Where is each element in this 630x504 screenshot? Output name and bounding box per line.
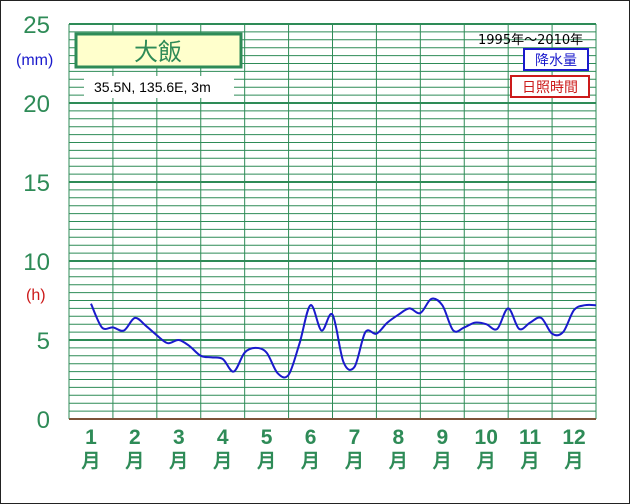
month-number-label: 10 [475,426,498,449]
legend-sunshine: 日照時間 [522,80,578,96]
month-suffix-label: 月 [432,450,452,472]
month-suffix-label: 月 [564,450,584,472]
month-number-label: 12 [562,426,585,449]
month-number-label: 2 [129,426,141,449]
month-suffix-label: 月 [344,450,364,472]
legend-precipitation-box [523,48,589,71]
coordinates: 35.5N, 135.6E, 3m [94,79,211,95]
month-number-label: 3 [173,426,185,449]
y-tick-label: 25 [23,12,50,39]
month-number-label: 4 [217,426,229,449]
month-suffix-label: 月 [80,450,100,472]
month-number-label: 1 [85,426,97,449]
month-number-label: 5 [261,426,273,449]
coords-bg [84,76,234,98]
legend-sunshine-box [510,75,590,98]
legend-precipitation: 降水量 [535,53,577,69]
grid [68,23,597,420]
y-tick-label: 0 [37,407,50,434]
month-number-label: 6 [305,426,317,449]
y-tick-label: 20 [23,91,50,118]
month-number-label: 8 [393,426,405,449]
month-suffix-label: 月 [388,450,408,472]
y-unit-sun: (h) [26,287,46,304]
station-name: 大飯 [134,38,182,66]
station-box [74,32,243,69]
month-suffix-label: 月 [476,450,496,472]
month-suffix-label: 月 [212,450,232,472]
precipitation-line [90,297,597,379]
month-suffix-label: 月 [520,450,540,472]
month-suffix-label: 月 [168,450,188,472]
month-suffix-label: 月 [124,450,144,472]
month-number-label: 9 [436,426,448,449]
period-label: 1995年〜2010年 [478,33,583,48]
month-suffix-label: 月 [256,450,276,472]
month-number-label: 7 [349,426,361,449]
month-number-label: 11 [519,426,542,449]
y-tick-label: 5 [37,328,50,355]
y-tick-label: 10 [23,249,50,276]
series-layer [90,297,597,379]
y-tick-label: 15 [23,170,50,197]
y-unit-rain: (mm) [16,52,53,69]
month-suffix-label: 月 [300,450,320,472]
y-tick-labels: 0 5 10 15 20 25 [23,12,50,434]
